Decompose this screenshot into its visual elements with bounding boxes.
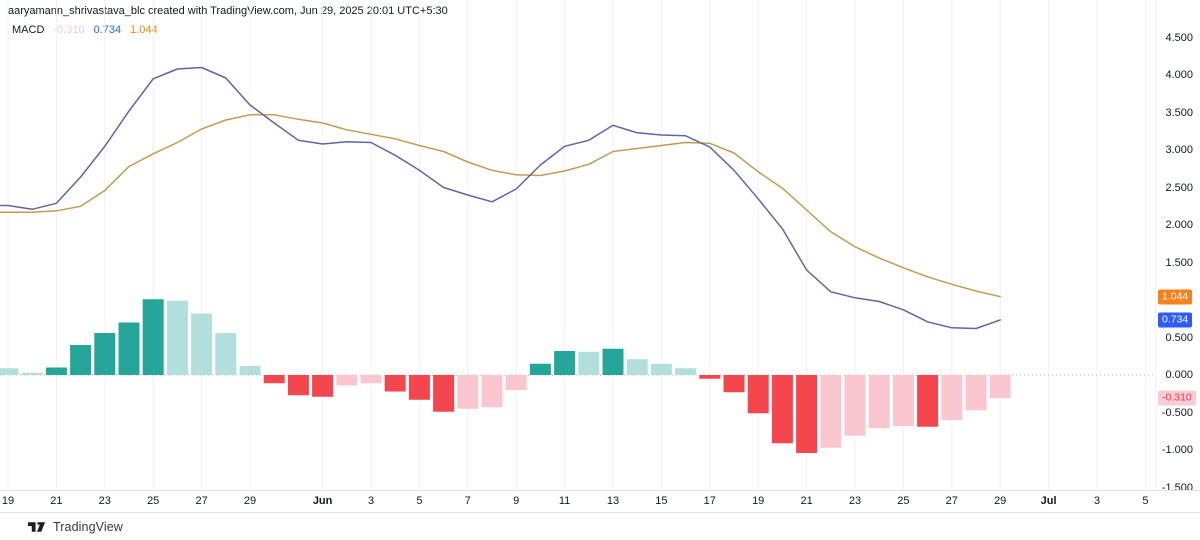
histogram-bar <box>989 375 1011 399</box>
histogram-bar <box>481 375 503 408</box>
histogram-bar <box>820 375 842 448</box>
histogram-bar <box>917 375 939 427</box>
footer-bar: TradingView <box>0 512 1200 540</box>
time-tick-label: 29 <box>243 495 257 507</box>
histogram-bar <box>191 313 213 375</box>
time-tick-label: 3 <box>367 495 375 507</box>
histogram-bar <box>868 375 890 429</box>
price-tick-label: 0.500 <box>1165 331 1193 344</box>
last-value-badge: 1.044 <box>1158 289 1193 305</box>
price-tick-label: 3.500 <box>1165 106 1193 119</box>
tradingview-logo-icon[interactable] <box>27 520 46 534</box>
time-tick-label: 23 <box>98 495 111 507</box>
time-tick-label: 5 <box>1142 495 1149 507</box>
time-tick-label: 13 <box>606 495 620 507</box>
legend-signal-value: 1.044 <box>130 24 158 36</box>
histogram-bar <box>239 366 261 375</box>
histogram-bar <box>699 375 721 379</box>
histogram-bar <box>360 375 382 384</box>
price-tick-label: 3.000 <box>1165 144 1193 156</box>
tradingview-brand-label[interactable]: TradingView <box>53 519 123 534</box>
histogram-bar <box>94 333 116 375</box>
legend-histogram-value: -0.310 <box>53 24 85 36</box>
histogram-bar <box>21 372 43 375</box>
price-tick-label: -1.000 <box>1161 444 1193 456</box>
time-tick-label: 25 <box>897 495 910 507</box>
price-tick-label: 2.000 <box>1165 219 1193 231</box>
histogram-bar <box>892 375 914 426</box>
time-tick-label: 21 <box>800 495 813 507</box>
indicator-title: MACD <box>12 24 45 36</box>
macd-plot <box>0 0 1155 490</box>
time-tick-label: 5 <box>416 495 423 507</box>
histogram-bar <box>554 351 576 375</box>
histogram-bar <box>384 375 406 392</box>
time-tick-label: 17 <box>703 495 716 507</box>
price-tick-label: 4.500 <box>1165 31 1193 44</box>
histogram-bar <box>287 375 309 396</box>
price-scale[interactable]: 4.500 4.000 3.500 3.000 2.500 2.000 1.500 0.500… <box>1155 0 1200 494</box>
histogram-bar <box>578 351 600 375</box>
histogram-bar <box>263 375 285 384</box>
time-tick-label: 27 <box>945 495 958 507</box>
histogram-bar <box>626 359 648 375</box>
time-tick-label: 19 <box>1 495 15 507</box>
histogram-bar <box>312 375 334 397</box>
histogram-bar <box>529 363 551 375</box>
price-tick-label: -0.500 <box>1161 406 1193 419</box>
histogram-bar <box>796 375 818 453</box>
histogram-bar <box>45 367 67 375</box>
histogram-bar <box>457 375 479 409</box>
indicator-legend[interactable]: MACD -0.310 0.734 1.044 <box>12 24 158 36</box>
histogram-bar <box>166 300 188 375</box>
time-tick-label: 23 <box>848 495 862 507</box>
histogram-bar <box>408 375 430 400</box>
histogram-bar <box>142 299 164 375</box>
last-value-badge: 0.734 <box>1158 312 1193 328</box>
macd-line <box>0 66 1001 330</box>
histogram-bar <box>118 322 140 375</box>
histogram-bar <box>675 368 697 375</box>
time-tick-label: 27 <box>195 495 208 507</box>
chart-pane[interactable] <box>0 0 1155 490</box>
histogram-bar <box>747 375 769 414</box>
histogram-bar <box>723 375 745 393</box>
time-tick-label: 15 <box>655 495 668 507</box>
histogram-bar <box>602 348 624 375</box>
last-value-badge: -0.310 <box>1158 390 1196 406</box>
price-tick-label: 2.500 <box>1165 181 1193 194</box>
histogram-bar <box>505 375 527 390</box>
histogram-bar <box>965 375 987 411</box>
histogram-bar <box>771 375 793 444</box>
histogram-bar <box>336 375 358 386</box>
signal-line <box>0 114 1001 298</box>
histogram-bar <box>0 368 19 375</box>
time-tick-label: 3 <box>1093 495 1101 507</box>
time-tick-label: 7 <box>464 495 471 507</box>
time-tick-label: 11 <box>558 495 571 507</box>
histogram-bar <box>70 345 92 375</box>
histogram-bar <box>215 333 237 375</box>
time-tick-label: 19 <box>752 495 765 507</box>
price-tick-label: 0.000 <box>1165 369 1193 381</box>
attribution-text: aaryamann_shrivastava_blc created with T… <box>8 5 448 17</box>
histogram-bar <box>941 375 963 420</box>
time-scale[interactable]: 19 21 23 25 27 29 Jun 3 5 7 9 11 13 15 17 19 21 23 25 27 29 J… <box>0 490 1200 513</box>
time-tick-month-label: Jul <box>1040 495 1057 507</box>
histogram-bar <box>650 363 672 375</box>
price-tick-label: 4.000 <box>1165 69 1193 81</box>
time-tick-label: 25 <box>147 495 160 507</box>
time-tick-month-label: Jun <box>312 495 333 507</box>
legend-macd-value: 0.734 <box>93 24 122 36</box>
price-tick-label: 1.500 <box>1165 256 1193 269</box>
time-tick-label: 9 <box>513 495 520 507</box>
histogram-bar <box>844 375 866 436</box>
time-tick-label: 29 <box>994 495 1007 507</box>
time-tick-label: 21 <box>50 495 63 507</box>
histogram-bar <box>433 375 455 412</box>
